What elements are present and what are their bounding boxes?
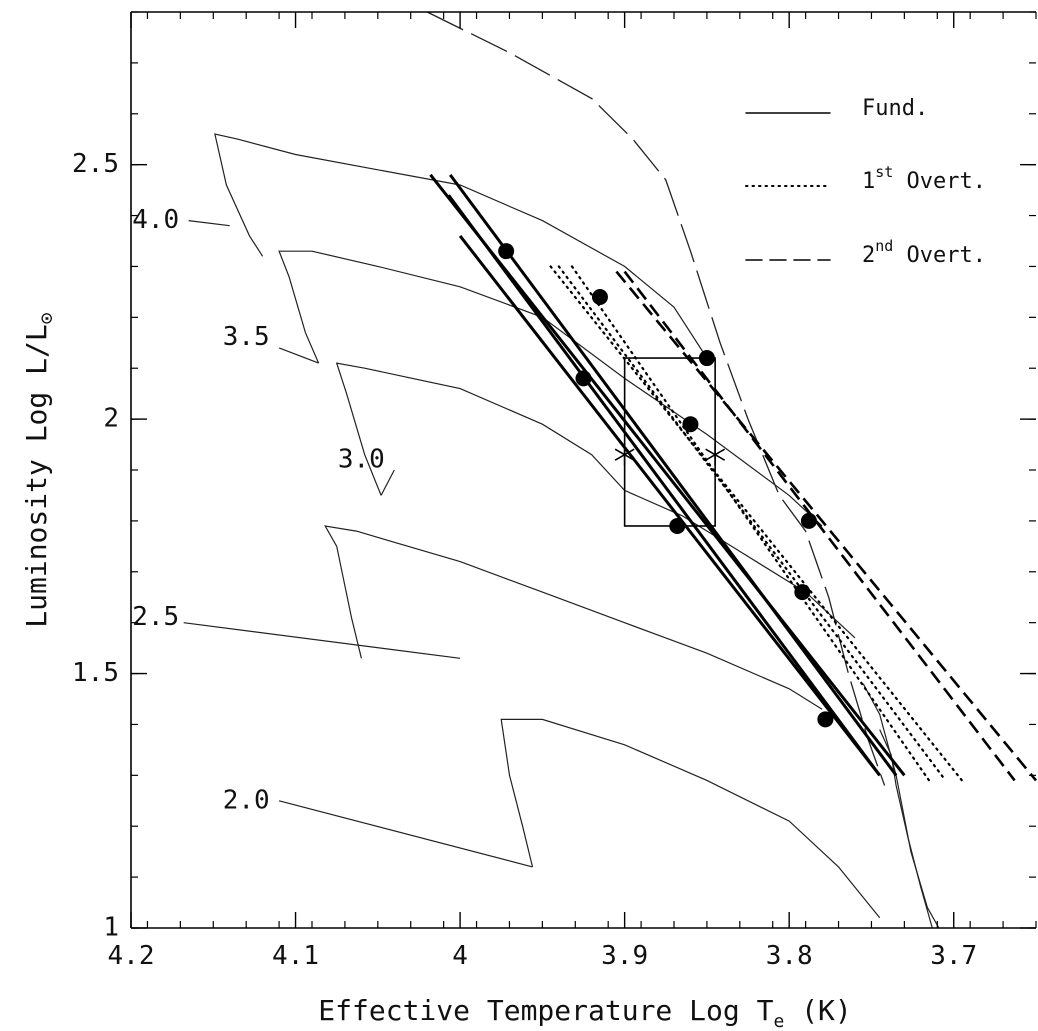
legend-label-prefix: 1 <box>862 169 875 194</box>
legend-dashed-label: 2nd Overt. <box>862 237 986 269</box>
x-tick-label: 3.7 <box>930 941 977 971</box>
star-point-stroke <box>705 448 726 461</box>
blue-edge-track <box>426 11 886 786</box>
axes: 4.2 4.1 4 3.9 3.8 3.7 1 1.5 2 2.5 <box>72 11 1037 971</box>
mass-label-2-5: 2.5 <box>132 602 179 632</box>
filled-point-7 <box>669 517 686 534</box>
mass-label-3-0: 3.0 <box>338 444 385 474</box>
x-tick-label: 3.8 <box>766 941 813 971</box>
legend-dotted-label: 1st Overt. <box>862 163 986 195</box>
legend-solid-label: Fund. <box>862 96 928 121</box>
star-point-stroke <box>614 448 635 461</box>
evolutionary-tracks <box>183 133 940 929</box>
fundamental-line-2 <box>449 173 898 777</box>
x-tick-label: 4 <box>452 941 468 971</box>
track-2-5-leader <box>183 622 461 659</box>
legend: Fund.1st Overt.2nd Overt. <box>745 96 986 269</box>
x-tick-label: 4.2 <box>108 941 155 971</box>
legend-label-prefix: 2 <box>862 243 875 268</box>
filled-point-1 <box>498 243 515 260</box>
track-2-0-leader <box>278 800 533 868</box>
x-tick-label: 4.1 <box>272 941 319 971</box>
first-overtone-line-3 <box>570 265 931 782</box>
instability-strip-lines <box>429 173 1038 782</box>
filled-point-5 <box>682 416 699 433</box>
first-overtone-line-2 <box>557 265 947 782</box>
mass-label-2-0: 2.0 <box>223 785 270 815</box>
y-tick-label: 1 <box>103 913 119 943</box>
y-tick-label: 2 <box>103 404 119 434</box>
x-tick-label: 3.9 <box>601 941 648 971</box>
fundamental-line-3 <box>447 194 881 777</box>
track-3-0-line <box>335 362 856 639</box>
y-tick-label: 2.5 <box>72 149 119 179</box>
filled-point-2 <box>591 288 608 305</box>
track-3-0-leader <box>380 469 395 496</box>
blue-edge-line <box>426 11 886 786</box>
second-overtone-line-1 <box>615 270 1038 782</box>
track-4-0-leader <box>188 220 230 227</box>
star-point-2 <box>705 443 726 466</box>
filled-point-6 <box>800 512 817 529</box>
track-3-5-leader <box>278 347 319 364</box>
y-tick-label: 1.5 <box>72 658 119 688</box>
first-overtone-line-1 <box>549 265 964 782</box>
mass-labels: 4.0 3.5 3.0 2.5 2.0 <box>132 205 385 815</box>
filled-point-9 <box>817 711 834 728</box>
filled-point-4 <box>575 370 592 387</box>
error-box-rect <box>623 357 716 527</box>
y-axis-title: Luminosity Log L/L⊙ <box>20 312 58 627</box>
error-box <box>623 357 716 527</box>
track-2-5-line <box>324 525 823 710</box>
track-branch-6-line <box>862 683 940 929</box>
x-axis-title: Effective Temperature Log Te (K) <box>318 994 851 1031</box>
legend-label-sup: st <box>875 163 893 181</box>
filled-point-3 <box>698 350 715 367</box>
filled-point-8 <box>794 584 811 601</box>
mass-label-3-5: 3.5 <box>223 322 270 352</box>
star-point-1 <box>614 443 635 466</box>
track-4-0-line <box>214 133 708 359</box>
data-points <box>498 243 834 728</box>
track-3-5-line <box>278 250 823 527</box>
legend-label-text: Overt. <box>893 169 986 194</box>
fundamental-line-4 <box>458 234 881 777</box>
legend-label-sup: nd <box>875 237 893 255</box>
mass-label-4-0: 4.0 <box>132 205 179 235</box>
second-overtone-line-2 <box>623 270 1016 782</box>
track-2-0-line <box>500 718 881 919</box>
legend-label-text: Overt. <box>893 243 986 268</box>
